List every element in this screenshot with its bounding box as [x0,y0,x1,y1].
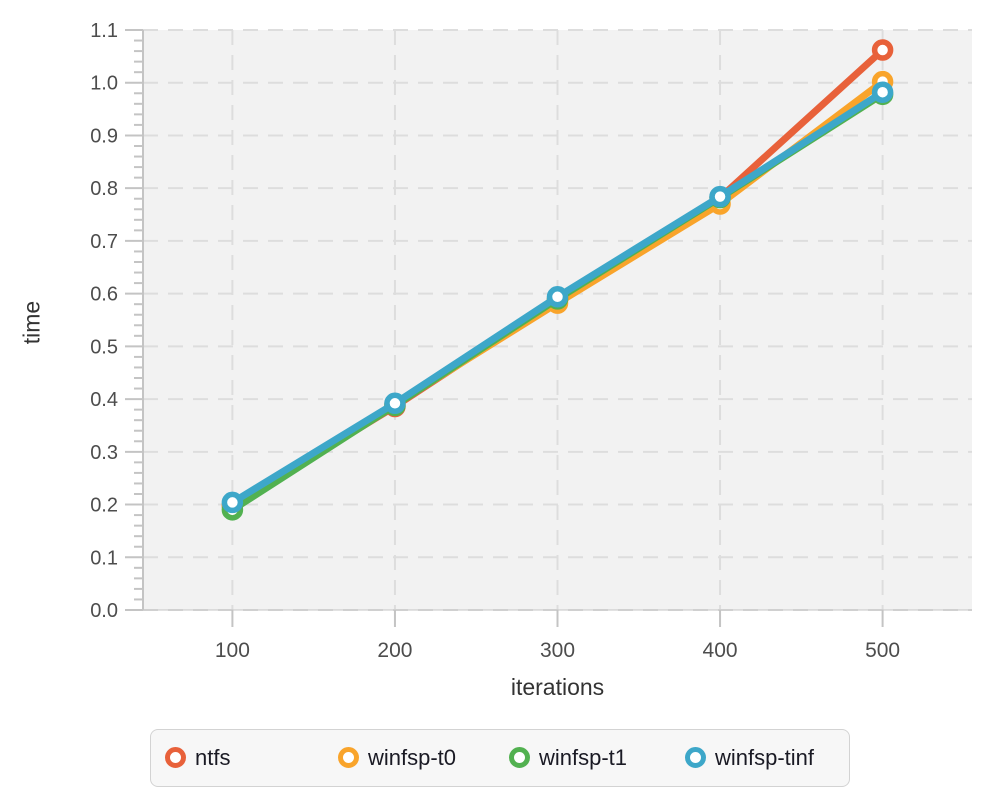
data-point-winfsp-tinf-200 [384,392,406,415]
y-tick-label: 0.2 [90,495,118,517]
legend-swatch-winfsp-t0 [338,747,359,768]
x-tick-label: 300 [540,639,575,662]
y-tick-label: 0.3 [90,442,118,464]
y-tick-label: 0.4 [90,389,118,411]
y-tick-label: 0.0 [90,600,118,622]
legend-item-winfsp-t1[interactable]: winfsp-t1 [509,730,627,785]
legend-swatch-winfsp-tinf [685,747,706,768]
y-tick-label: 0.1 [90,547,118,569]
legend-box: ntfs winfsp-t0 winfsp-t1 winfsp-tinf [150,729,850,787]
legend-swatch-ntfs [165,747,186,768]
y-tick-label: 1.0 [90,73,118,95]
x-tick-label: 200 [377,639,412,662]
x-tick-label: 500 [865,639,900,662]
x-tick-label: 100 [215,639,250,662]
y-tick-label: 0.7 [90,231,118,253]
data-point-winfsp-tinf-500 [871,81,894,103]
data-point-winfsp-tinf-300 [546,286,569,308]
y-tick-label: 1.1 [90,20,118,42]
y-axis-title: time [18,300,45,345]
y-tick-label: 0.8 [90,178,118,200]
x-tick-label: 400 [703,639,738,662]
legend-item-winfsp-tinf[interactable]: winfsp-tinf [685,730,814,785]
legend-swatch-winfsp-t1 [509,747,530,768]
data-point-winfsp-tinf-400 [709,185,731,208]
data-point-winfsp-tinf-100 [221,491,244,514]
legend-item-winfsp-t0[interactable]: winfsp-t0 [338,730,456,785]
data-point-ntfs-500 [871,39,894,61]
legend-label-ntfs: ntfs [195,744,231,770]
y-tick-label: 0.5 [90,336,118,358]
legend-label-winfsp-tinf: winfsp-tinf [715,744,815,770]
legend-label-winfsp-t1: winfsp-t1 [539,744,628,770]
y-tick-label: 0.6 [90,284,118,306]
x-axis-title: iterations [510,674,605,700]
line-chart-canvas[interactable]: 0.0 0.1 0.2 0.3 0.4 0.5 0.6 0.7 0.8 0.9 1.0 1.1 100 2… [0,0,1000,720]
legend-label-winfsp-t0: winfsp-t0 [368,744,457,770]
legend-item-ntfs[interactable]: ntfs [165,730,230,785]
y-tick-label: 0.9 [90,125,118,147]
